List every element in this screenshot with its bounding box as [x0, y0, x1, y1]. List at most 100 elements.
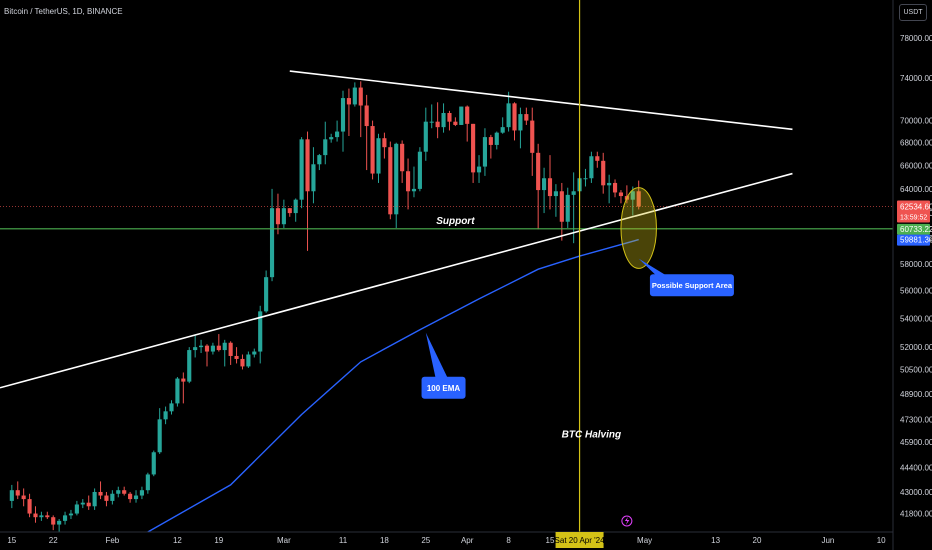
candle [169, 400, 174, 415]
y-tick-label: 70000.00 [900, 117, 932, 126]
candle [536, 143, 541, 230]
candle-body [607, 182, 612, 186]
candle-body [405, 171, 411, 192]
candle-body [471, 123, 476, 173]
candle [465, 105, 470, 142]
candle-body [293, 199, 298, 214]
candle-body [193, 347, 198, 351]
candle-body [57, 520, 62, 525]
candle-body [352, 87, 357, 105]
candle-body [74, 504, 79, 514]
candle-body [636, 191, 641, 207]
candle-body [329, 137, 334, 140]
candle [104, 491, 109, 507]
candle-body [335, 131, 340, 138]
candle [234, 347, 239, 364]
candle-body [311, 164, 316, 192]
candle-body [68, 513, 74, 516]
x-tick-label: Apr [461, 536, 474, 545]
candle-body [199, 345, 204, 348]
candle [488, 134, 493, 159]
ema-callout-text: 100 EMA [427, 384, 461, 393]
y-tick-label: 78000.00 [900, 34, 932, 43]
candle-body [447, 113, 452, 122]
candle-body [27, 499, 32, 514]
ema-100-line [147, 238, 639, 533]
candle-body [488, 137, 493, 145]
candle [317, 153, 322, 171]
candle [565, 187, 570, 228]
candle-body [104, 495, 109, 501]
y-tick-label: 68000.00 [900, 139, 932, 148]
candle [133, 490, 139, 503]
y-tick-label: 41800.00 [900, 510, 932, 519]
candle [417, 147, 422, 192]
candle [571, 172, 576, 244]
candle-body [553, 191, 558, 197]
candle-body [382, 138, 387, 148]
candle [636, 180, 641, 210]
zone-callout-box [649, 274, 734, 297]
candle-body [139, 490, 145, 496]
x-tick-label: 15 [7, 536, 16, 545]
candle [518, 107, 523, 149]
candle-body [506, 103, 511, 128]
x-tick-label: Feb [105, 536, 119, 545]
candle-body [169, 403, 174, 412]
candle-body [86, 502, 91, 507]
candle [441, 103, 446, 133]
candle [618, 190, 624, 204]
candle [210, 342, 215, 355]
y-tick-label: 74000.00 [900, 74, 932, 83]
candle [110, 490, 115, 505]
support-text: Support [436, 216, 475, 227]
lightning-icon-bolt [624, 517, 630, 525]
candle [305, 131, 310, 251]
candle [512, 102, 517, 141]
support-zone-ellipse [620, 187, 657, 269]
candle [74, 500, 79, 516]
y-tick-label: 64000.00 [900, 185, 932, 194]
candle-body [51, 517, 56, 525]
rising-support-trendline [0, 172, 793, 389]
candle-body [595, 156, 600, 161]
candle-body [299, 139, 304, 200]
symbol-label[interactable]: Bitcoin / TetherUS, 1D, BINANCE [4, 7, 123, 16]
candle [352, 82, 357, 107]
candle-body [323, 139, 328, 156]
candle-body [482, 137, 488, 167]
candle [435, 102, 440, 139]
candle [595, 151, 600, 168]
candle [583, 168, 588, 187]
zone-callout-text: Possible Support Area [652, 281, 733, 290]
candle-body [612, 182, 618, 193]
x-tick-label: 8 [506, 536, 511, 545]
candle [39, 511, 44, 521]
candle-body [210, 345, 215, 352]
candle [68, 509, 74, 520]
candle-body [476, 166, 482, 173]
candle [358, 81, 363, 138]
candle [329, 133, 334, 143]
candle-body [542, 178, 547, 191]
candle-body [317, 155, 322, 165]
currency-button[interactable]: USDT [899, 4, 927, 21]
candle [630, 186, 635, 216]
last-price-text: 62534.60 [900, 203, 932, 212]
y-tick-label: 48900.00 [900, 390, 932, 399]
candle [500, 117, 505, 134]
candle [405, 158, 411, 210]
candle [607, 174, 612, 204]
candle [601, 152, 606, 194]
candle-body [423, 121, 428, 152]
candle-body [518, 114, 523, 131]
y-tick-label: 50500.00 [900, 365, 932, 374]
candle-body [441, 113, 446, 128]
candle [128, 491, 133, 503]
candle [175, 377, 180, 407]
candle-body [9, 490, 14, 501]
candle-body [98, 491, 103, 496]
upper-resistance-trendline [289, 70, 793, 131]
